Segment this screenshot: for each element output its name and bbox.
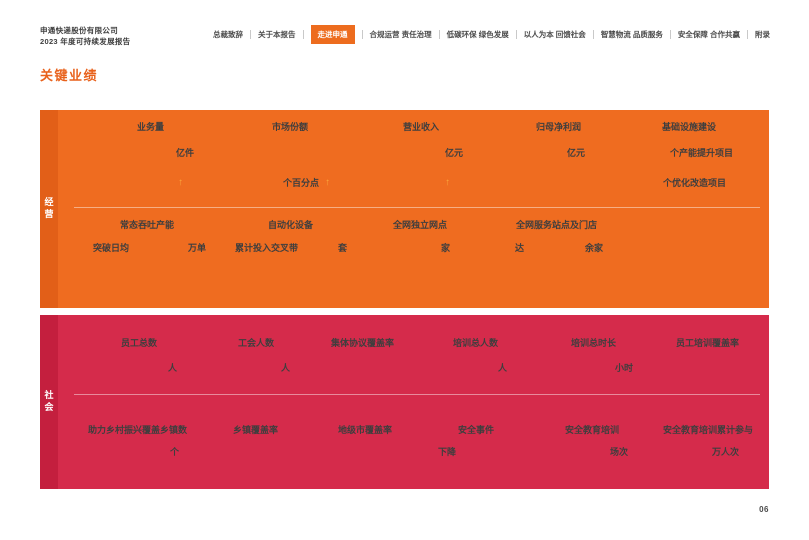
stat-safety-participation-label: 安全教育培训累计参与 [663, 425, 754, 435]
stat-rural-label: 助力乡村振兴覆盖乡镇数 [88, 425, 188, 435]
nav-item-appendix[interactable]: 附录 [755, 30, 770, 39]
operations-tab: 经营 [40, 110, 58, 308]
nav-item-safety[interactable]: 安全保障 合作共赢 [677, 30, 740, 39]
society-content: 员工总数 人 工会人数 人 集体协议覆盖率 培训总人数 人 培训总时长 小时 员… [58, 315, 769, 489]
stat-township-coverage-label: 乡镇覆盖率 [233, 425, 279, 435]
operations-content: 业务量 亿件 ↑ 市场份额 个百分点 ↑ 营业收入 亿元 ↑ 归母净利润 亿元 … [58, 110, 769, 308]
nav-separator [515, 30, 517, 39]
stat-market-share-unit: 个百分点 [283, 178, 320, 188]
stat-collective-coverage-label: 集体协议覆盖率 [331, 338, 395, 348]
society-section: 社会 员工总数 人 工会人数 人 集体协议覆盖率 培训总人数 人 培训总时长 小… [40, 315, 769, 489]
stat-union-unit: 人 [281, 363, 291, 373]
stat-union-label: 工会人数 [238, 338, 275, 348]
operations-tab-label: 经营 [43, 197, 54, 221]
stat-infrastructure-unit2: 个优化改造项目 [663, 178, 727, 188]
report-title: 2023 年度可持续发展报告 [40, 37, 131, 46]
stat-revenue-unit: 亿元 [445, 148, 464, 158]
stat-business-volume-unit: 亿件 [176, 148, 195, 158]
stat-infrastructure-unit1: 个产能提升项目 [670, 148, 734, 158]
stat-safety-incidents-prefix: 下降 [438, 447, 457, 457]
section-divider [74, 394, 760, 395]
nav-separator [592, 30, 594, 39]
page-number: 06 [759, 505, 769, 514]
nav-item-governance[interactable]: 合规运营 责任治理 [369, 30, 432, 39]
nav-separator [250, 30, 252, 39]
stat-stations-label: 全网服务站点及门店 [516, 220, 598, 230]
stat-net-profit-label: 归母净利润 [536, 122, 582, 132]
nav-separator [438, 30, 440, 39]
stat-outlets-unit: 家 [441, 243, 451, 253]
stat-infrastructure-label: 基础设施建设 [662, 122, 717, 132]
stat-training-hours-unit: 小时 [615, 363, 634, 373]
stat-safety-training-unit: 场次 [610, 447, 629, 457]
stat-market-share-label: 市场份额 [272, 122, 309, 132]
nav-item-ceo-message[interactable]: 总裁致辞 [213, 30, 244, 39]
nav-separator [302, 30, 304, 39]
stat-automation-label: 自动化设备 [268, 220, 314, 230]
stat-stations-unit: 余家 [585, 243, 604, 253]
page-title: 关键业绩 [40, 68, 99, 83]
trend-up-icon: ↑ [178, 177, 183, 188]
company-name: 申通快递股份有限公司 [40, 26, 118, 35]
nav-item-about-report[interactable]: 关于本报告 [258, 30, 296, 39]
stat-safety-incidents-label: 安全事件 [458, 425, 495, 435]
stat-automation-prefix: 累计投入交叉带 [235, 243, 299, 253]
stat-safety-participation-unit: 万人次 [712, 447, 740, 457]
nav-separator [361, 30, 363, 39]
stat-trainees-label: 培训总人数 [453, 338, 499, 348]
stat-throughput-label: 常态吞吐产能 [120, 220, 175, 230]
chapter-nav: 总裁致辞 关于本报告 走进申通 合规运营 责任治理 低碳环保 绿色发展 以人为本… [213, 25, 770, 44]
nav-item-people[interactable]: 以人为本 回馈社会 [523, 30, 586, 39]
stat-outlets-label: 全网独立网点 [393, 220, 448, 230]
stat-throughput-unit: 万单 [188, 243, 207, 253]
stat-employees-unit: 人 [168, 363, 178, 373]
stat-safety-training-label: 安全教育培训 [565, 425, 620, 435]
nav-separator [669, 30, 671, 39]
stat-automation-unit: 套 [338, 243, 348, 253]
stat-employees-label: 员工总数 [121, 338, 158, 348]
trend-up-icon: ↑ [325, 177, 330, 188]
stat-stations-prefix: 达 [515, 243, 525, 253]
nav-separator [747, 30, 748, 39]
stat-net-profit-unit: 亿元 [567, 148, 586, 158]
nav-item-about-company-active[interactable]: 走进申通 [310, 25, 355, 44]
section-divider [74, 207, 760, 208]
society-tab-label: 社会 [43, 390, 54, 414]
stat-throughput-prefix: 突破日均 [93, 243, 130, 253]
stat-rural-unit: 个 [170, 447, 180, 457]
society-tab: 社会 [40, 315, 58, 489]
stat-trainees-unit: 人 [498, 363, 508, 373]
company-logo: 申通快递股份有限公司 2023 年度可持续发展报告 [40, 25, 130, 47]
stat-business-volume-label: 业务量 [137, 122, 165, 132]
stat-training-coverage-label: 员工培训覆盖率 [676, 338, 740, 348]
stat-training-hours-label: 培训总时长 [571, 338, 617, 348]
stat-revenue-label: 营业收入 [403, 122, 440, 132]
nav-item-green[interactable]: 低碳环保 绿色发展 [446, 30, 509, 39]
operations-section: 经营 业务量 亿件 ↑ 市场份额 个百分点 ↑ 营业收入 亿元 ↑ 归母净利润 … [40, 110, 769, 308]
stat-city-coverage-label: 地级市覆盖率 [338, 425, 393, 435]
trend-up-icon: ↑ [445, 177, 450, 188]
nav-item-service[interactable]: 智慧物流 品质服务 [600, 30, 663, 39]
